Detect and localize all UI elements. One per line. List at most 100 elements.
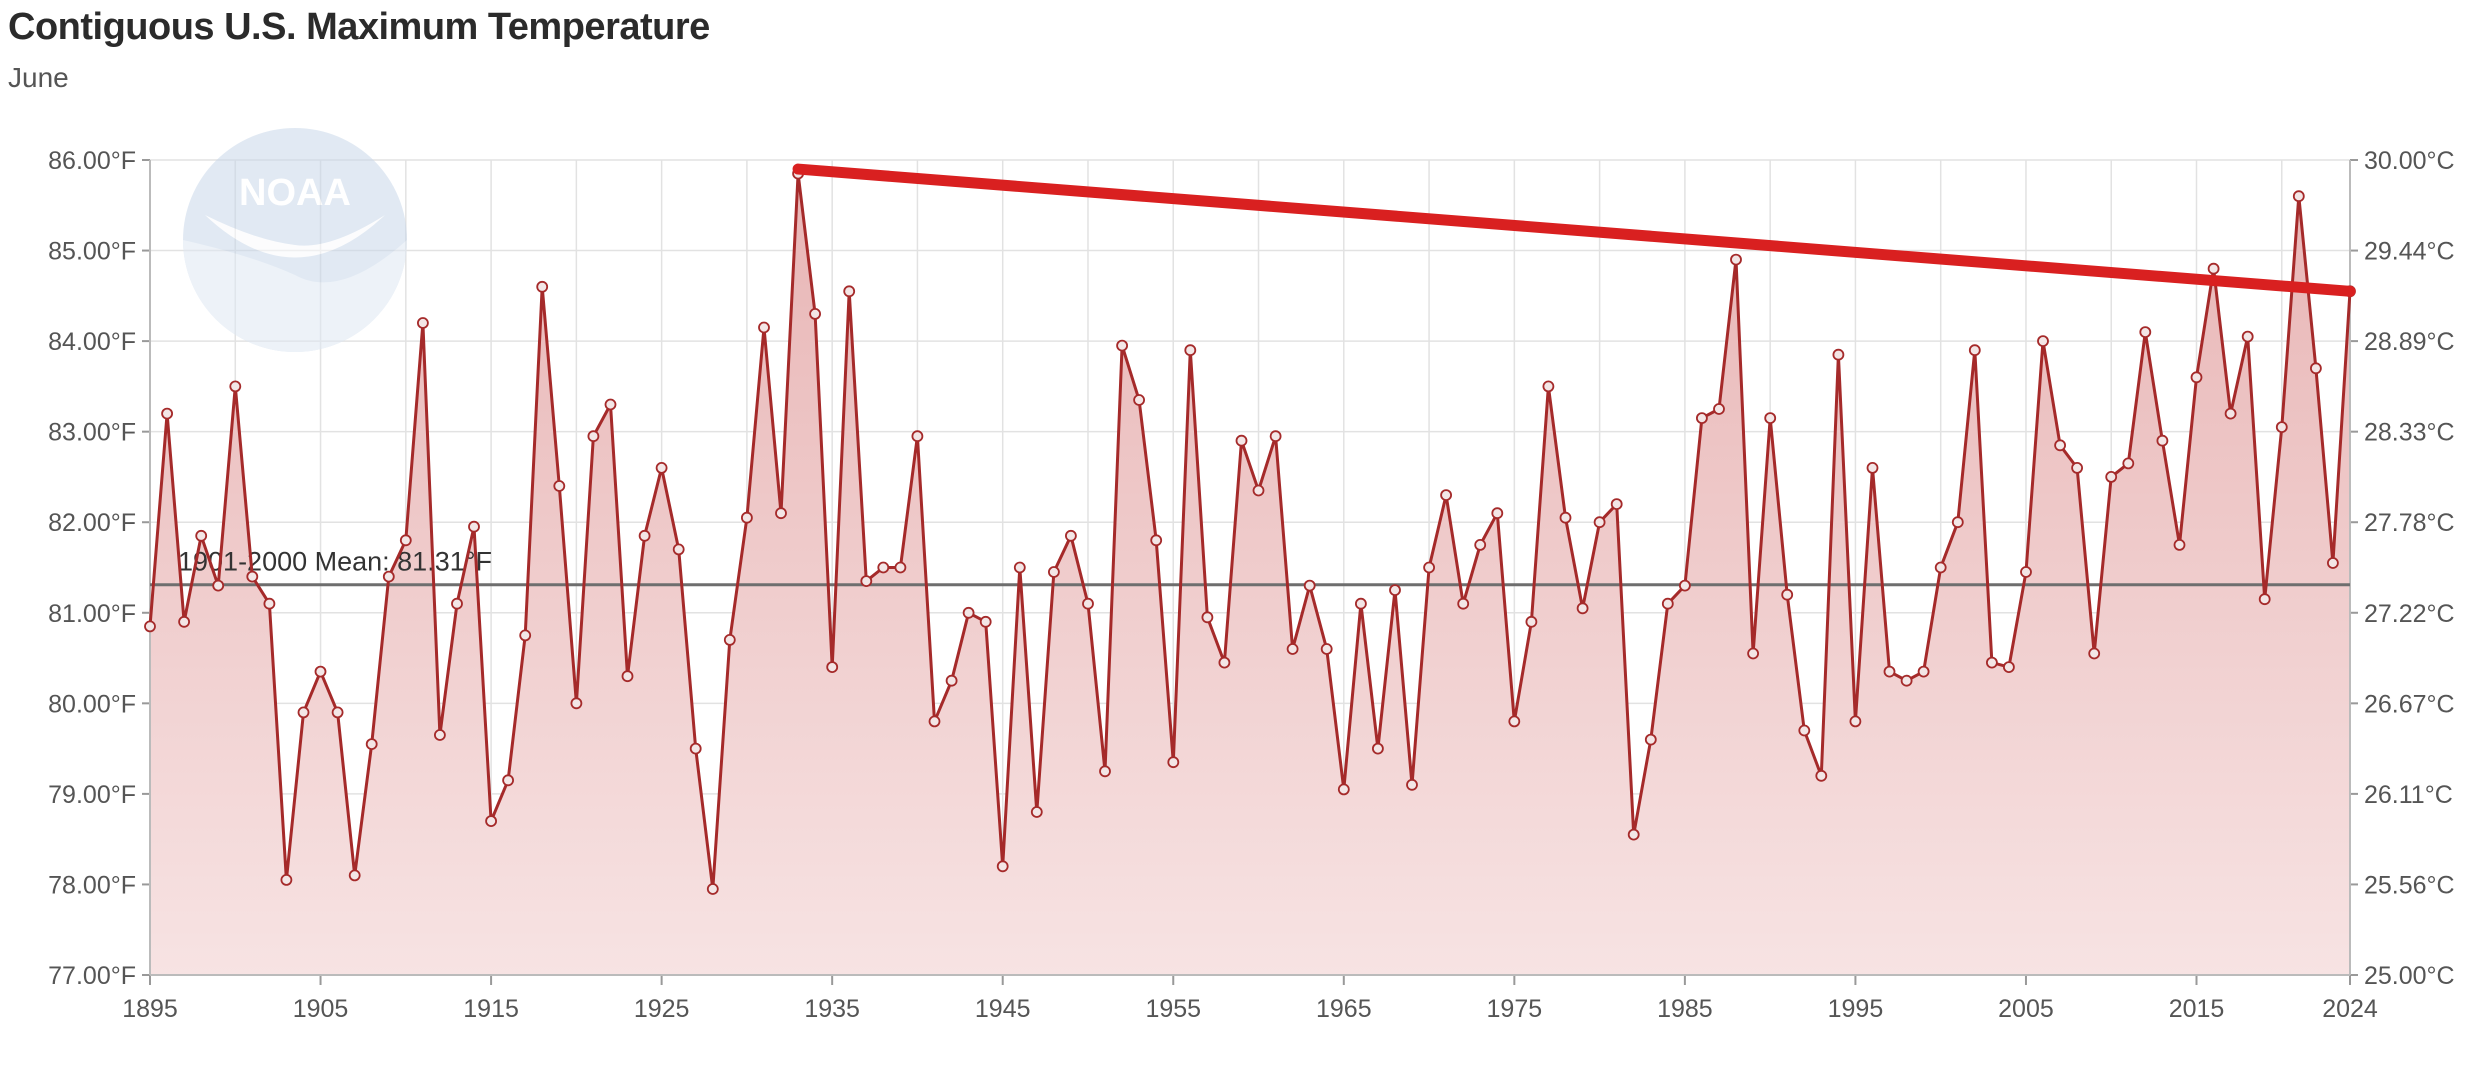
data-point[interactable] — [2309, 362, 2322, 375]
data-point[interactable] — [1730, 253, 1742, 266]
data-point[interactable] — [1099, 765, 1111, 778]
data-point[interactable] — [758, 321, 770, 334]
data-point[interactable] — [1986, 656, 1998, 669]
data-point[interactable] — [365, 738, 378, 750]
data-point[interactable] — [1116, 339, 1128, 352]
data-point[interactable] — [1934, 561, 1947, 574]
data-point[interactable] — [655, 461, 668, 474]
data-point[interactable] — [246, 570, 259, 583]
data-point[interactable] — [775, 507, 787, 520]
data-point[interactable] — [314, 665, 327, 678]
data-point[interactable] — [1337, 783, 1350, 796]
data-point[interactable] — [1355, 597, 1367, 610]
data-point[interactable] — [382, 570, 395, 583]
data-point[interactable] — [195, 529, 208, 542]
data-point[interactable] — [1167, 756, 1180, 769]
data-point[interactable] — [1030, 806, 1043, 818]
data-point[interactable] — [877, 561, 890, 574]
data-point[interactable] — [638, 529, 651, 542]
data-point[interactable] — [1542, 380, 1555, 393]
data-point[interactable] — [1764, 412, 1777, 425]
data-point[interactable] — [570, 697, 583, 710]
data-point[interactable] — [2258, 593, 2271, 606]
data-point[interactable] — [1013, 561, 1026, 574]
data-point[interactable] — [894, 561, 907, 574]
data-point[interactable] — [1883, 665, 1896, 678]
data-point[interactable] — [2156, 434, 2169, 447]
data-point[interactable] — [1133, 394, 1145, 406]
data-point[interactable] — [945, 674, 958, 687]
data-point[interactable] — [928, 715, 941, 728]
data-point[interactable] — [1320, 643, 1333, 655]
data-point[interactable] — [1150, 534, 1163, 547]
data-point[interactable] — [1525, 615, 1538, 628]
data-point[interactable] — [2122, 457, 2135, 470]
data-point[interactable] — [1218, 656, 1231, 669]
data-point[interactable] — [1849, 715, 1862, 728]
data-point[interactable] — [1559, 511, 1572, 524]
data-point[interactable] — [826, 661, 839, 673]
data-point[interactable] — [468, 520, 480, 533]
data-point[interactable] — [1184, 344, 1197, 357]
data-point[interactable] — [1866, 461, 1879, 474]
data-point[interactable] — [348, 869, 361, 882]
data-point[interactable] — [672, 543, 685, 556]
data-point[interactable] — [1508, 715, 1521, 728]
data-point[interactable] — [1661, 597, 1674, 610]
data-point[interactable] — [553, 480, 566, 492]
data-point[interactable] — [1798, 724, 1811, 737]
data-point[interactable] — [860, 575, 873, 587]
data-point[interactable] — [178, 615, 191, 628]
data-point[interactable] — [809, 307, 821, 320]
data-point[interactable] — [1679, 579, 1691, 592]
data-point[interactable] — [1252, 484, 1265, 497]
data-point[interactable] — [1968, 344, 1981, 357]
data-point[interactable] — [843, 285, 856, 298]
data-point[interactable] — [536, 280, 549, 293]
data-point[interactable] — [741, 511, 753, 524]
data-point[interactable] — [297, 706, 310, 719]
data-point[interactable] — [1235, 434, 1248, 447]
data-point[interactable] — [996, 860, 1009, 873]
data-point[interactable] — [1372, 742, 1384, 755]
data-point[interactable] — [1048, 566, 1060, 578]
data-point[interactable] — [263, 597, 276, 610]
data-point[interactable] — [1832, 348, 1845, 361]
data-point[interactable] — [2292, 190, 2305, 203]
data-point[interactable] — [2037, 335, 2049, 348]
data-point[interactable] — [962, 606, 975, 619]
data-point[interactable] — [1491, 507, 1504, 520]
data-point[interactable] — [1781, 588, 1794, 601]
data-point[interactable] — [1423, 561, 1435, 574]
data-point[interactable] — [587, 430, 600, 443]
data-point[interactable] — [2054, 439, 2067, 452]
data-point[interactable] — [1286, 643, 1299, 655]
data-point[interactable] — [1644, 733, 1657, 746]
data-point[interactable] — [706, 883, 719, 895]
data-point[interactable] — [485, 815, 498, 827]
data-point[interactable] — [1389, 584, 1401, 596]
data-point[interactable] — [723, 634, 736, 646]
data-point[interactable] — [2088, 647, 2101, 660]
data-point[interactable] — [1457, 597, 1470, 610]
data-point[interactable] — [144, 620, 156, 633]
data-point[interactable] — [2173, 539, 2186, 551]
data-point[interactable] — [1627, 828, 1640, 841]
data-point[interactable] — [1815, 769, 1828, 782]
data-point[interactable] — [1201, 611, 1214, 624]
data-point[interactable] — [2003, 661, 2015, 673]
data-point[interactable] — [502, 774, 515, 787]
data-point[interactable] — [399, 534, 412, 547]
data-point[interactable] — [1696, 412, 1708, 425]
data-point[interactable] — [280, 874, 293, 886]
data-point[interactable] — [331, 706, 344, 719]
data-point[interactable] — [1440, 489, 1452, 502]
data-point[interactable] — [911, 430, 924, 443]
data-point[interactable] — [433, 729, 446, 741]
data-point[interactable] — [161, 407, 174, 420]
data-point[interactable] — [416, 317, 429, 329]
data-point[interactable] — [1713, 403, 1725, 415]
data-point[interactable] — [1474, 539, 1487, 551]
data-point[interactable] — [2190, 371, 2203, 384]
data-point[interactable] — [451, 597, 463, 610]
